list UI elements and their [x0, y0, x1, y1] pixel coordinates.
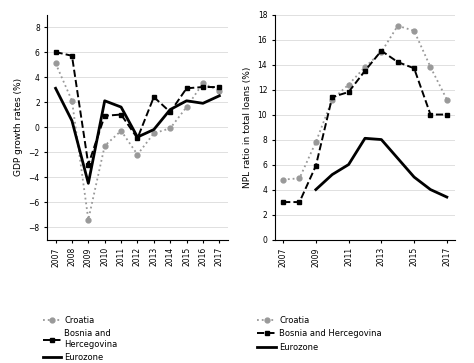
Legend: Croatia, Bosnia and
Hercegovina, Eurozone: Croatia, Bosnia and Hercegovina, Eurozon… — [43, 316, 118, 362]
Y-axis label: GDP growth rates (%): GDP growth rates (%) — [14, 78, 23, 176]
Y-axis label: NPL ratio in total loans (%): NPL ratio in total loans (%) — [243, 66, 252, 188]
Legend: Croatia, Bosnia and Hercegovina, Eurozone: Croatia, Bosnia and Hercegovina, Eurozon… — [257, 316, 382, 352]
